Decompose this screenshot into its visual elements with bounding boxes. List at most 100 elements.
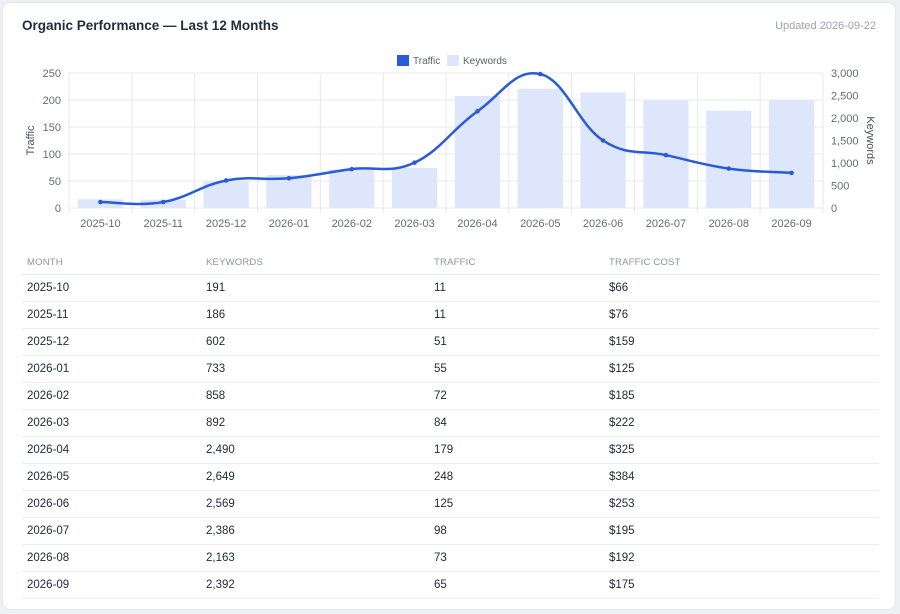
traffic-cell: 73: [429, 544, 604, 572]
month-cell: 2026-08: [22, 544, 201, 572]
month-column-header: MONTH: [22, 250, 201, 275]
keywords-cell: 2,386: [201, 517, 429, 545]
traffic-cost-cell: $185: [604, 382, 879, 410]
keywords-bar: [580, 92, 626, 208]
page-title: Organic Performance — Last 12 Months: [22, 18, 279, 33]
keywords-bar: [768, 100, 815, 208]
traffic-point: [600, 138, 606, 143]
table-row: 2026-05 2,649 248 $384: [22, 463, 879, 491]
traffic-cost-column-header: TRAFFIC COST: [604, 250, 879, 275]
traffic-cell: 55: [429, 355, 604, 383]
x-tick-label: 2026-02: [332, 218, 372, 230]
traffic-point: [349, 166, 355, 172]
x-tick-label: 2025-12: [206, 218, 246, 230]
y-tick-label: 150: [43, 122, 61, 134]
y-right-tick-label: 2,500: [831, 91, 859, 103]
traffic-cost-cell: $159: [604, 328, 879, 356]
traffic-point: [726, 166, 732, 171]
y-right-tick-label: 2,000: [831, 113, 859, 125]
month-cell: 2026-07: [22, 517, 201, 545]
x-tick-label: 2026-08: [709, 218, 749, 230]
traffic-cost-cell: $222: [604, 409, 879, 437]
traffic-point: [412, 160, 417, 165]
month-cell: 2025-10: [22, 274, 201, 302]
traffic-cell: 248: [429, 463, 604, 491]
table-row: 2026-06 2,569 125 $253: [22, 490, 879, 518]
traffic-point: [663, 152, 669, 158]
traffic-cell: 84: [429, 409, 604, 437]
x-tick-label: 2026-05: [520, 218, 560, 230]
keywords-cell: 892: [201, 409, 429, 437]
traffic-point: [160, 199, 166, 205]
y-tick-label: 100: [43, 149, 61, 161]
traffic-point: [223, 178, 229, 183]
y-right-tick-label: 3,000: [831, 68, 859, 80]
table-row: 2025-10 191 11 $66: [22, 274, 879, 302]
traffic-point: [789, 170, 794, 176]
legend-label-traffic: Traffic: [413, 56, 440, 67]
y-tick-label: 50: [49, 176, 61, 188]
table-body: 2025-10 191 11 $66 2025-11 186 11 $76 2025-12 602…: [22, 274, 879, 599]
table-row: 2025-11 186 11 $76: [22, 301, 879, 329]
y-tick-label: 250: [43, 68, 61, 80]
legend-swatch-keywords: [447, 55, 459, 66]
x-tick-label: 2025-10: [80, 218, 120, 230]
x-tick-label: 2026-03: [394, 218, 434, 230]
x-tick-label: 2025-11: [143, 218, 183, 230]
x-tick-label: 2026-04: [457, 218, 497, 230]
traffic-cell: 72: [429, 382, 604, 410]
table-row: 2026-02 858 72 $185: [22, 382, 879, 410]
traffic-cell: 179: [429, 436, 604, 464]
traffic-cell: 11: [429, 274, 604, 302]
traffic-cost-cell: $325: [604, 436, 879, 464]
month-cell: 2026-04: [22, 436, 201, 464]
traffic-column-header: TRAFFIC: [429, 250, 604, 275]
keywords-cell: 602: [201, 328, 429, 356]
month-cell: 2026-03: [22, 409, 201, 437]
legend-swatch-traffic: [397, 55, 409, 66]
traffic-cost-cell: $76: [604, 301, 879, 329]
y-right-axis-title: Keywords: [864, 116, 876, 165]
traffic-cost-cell: $66: [604, 274, 879, 302]
traffic-cost-cell: $192: [604, 544, 879, 572]
keywords-cell: 2,490: [201, 436, 429, 464]
y-axis-title: Traffic: [25, 125, 37, 155]
month-cell: 2026-01: [22, 355, 201, 383]
table-row: 2026-09 2,392 65 $175: [22, 571, 879, 599]
traffic-cost-cell: $384: [604, 463, 879, 491]
y-right-tick-label: 0: [831, 203, 837, 215]
traffic-cost-cell: $125: [604, 355, 879, 383]
traffic-cell: 98: [429, 517, 604, 545]
traffic-cost-cell: $175: [604, 571, 879, 599]
traffic-cell: 51: [429, 328, 604, 356]
month-cell: 2026-02: [22, 382, 201, 410]
traffic-point: [475, 109, 480, 114]
keywords-bar: [517, 88, 563, 208]
keywords-cell: 733: [201, 355, 429, 383]
updated-timestamp: Updated 2026-09-22: [775, 20, 876, 32]
table-header-row: MONTH KEYWORDS TRAFFIC TRAFFIC COST: [22, 250, 879, 275]
keywords-cell: 186: [201, 301, 429, 329]
keywords-cell: 2,649: [201, 463, 429, 491]
month-cell: 2025-12: [22, 328, 201, 356]
traffic-cell: 65: [429, 571, 604, 599]
traffic-cell: 11: [429, 301, 604, 329]
legend-label-keywords: Keywords: [463, 56, 507, 67]
keywords-bar: [329, 169, 375, 208]
keywords-bar: [391, 167, 438, 208]
keywords-cell: 191: [201, 274, 429, 302]
y-tick-label: 200: [43, 95, 61, 107]
keywords-bar: [454, 95, 501, 208]
table-row: 2025-12 602 51 $159: [22, 328, 879, 356]
performance-chart: 0 50 100 150 200 250 0 500 1,000 1,500 2,000 2,500 3…: [25, 55, 876, 230]
traffic-point: [98, 199, 103, 205]
month-cell: 2026-05: [22, 463, 201, 491]
y-right-tick-label: 1,000: [831, 158, 859, 170]
traffic-cell: 125: [429, 490, 604, 518]
table-row: 2026-01 733 55 $125: [22, 355, 879, 383]
month-cell: 2026-09: [22, 571, 201, 599]
table-row: 2026-07 2,386 98 $195: [22, 517, 879, 545]
performance-table: MONTH KEYWORDS TRAFFIC TRAFFIC COST 2025…: [22, 250, 879, 599]
keywords-bar: [706, 110, 752, 208]
